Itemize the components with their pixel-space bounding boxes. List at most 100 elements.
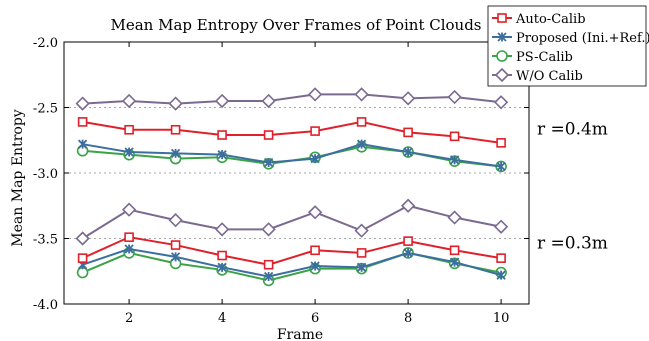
data-point <box>403 236 413 246</box>
series-w-o-calib-r04 <box>75 87 509 111</box>
legend-item-ps-calib: PS-Calib <box>492 50 573 65</box>
data-point <box>214 93 230 109</box>
x-tick-label: 4 <box>218 311 226 326</box>
y-tick-label: -4.0 <box>33 298 58 313</box>
series-line <box>82 247 502 278</box>
y-tick-label: -3.5 <box>33 233 58 248</box>
data-point <box>310 245 320 256</box>
data-point <box>121 93 137 109</box>
data-point <box>307 205 323 220</box>
data-point <box>496 253 506 263</box>
data-point <box>217 250 227 261</box>
series-line <box>82 143 502 168</box>
data-point <box>447 89 462 105</box>
data-point <box>217 150 227 160</box>
legend-item-w-o-calib: W/O Calib <box>492 67 583 84</box>
chart-title: Mean Map Entropy Over Frames of Point Cl… <box>110 16 481 34</box>
data-point <box>217 262 227 272</box>
data-point <box>214 222 230 237</box>
data-point <box>75 231 90 246</box>
legend-label: Proposed (Ini.+Ref.) <box>516 31 649 46</box>
data-point <box>77 117 88 127</box>
data-point <box>354 87 369 102</box>
data-point <box>77 139 88 149</box>
data-point <box>400 91 416 106</box>
series-auto-calib-r03 <box>77 232 506 270</box>
data-point <box>447 210 462 225</box>
data-point <box>310 261 320 271</box>
series-line <box>82 204 502 240</box>
data-point <box>449 155 460 165</box>
data-point <box>217 130 227 140</box>
data-point <box>124 124 134 135</box>
data-point <box>400 198 416 213</box>
data-point <box>77 253 88 263</box>
x-tick-label: 10 <box>493 311 510 326</box>
y-axis-label: Mean Map Entropy <box>10 109 26 246</box>
x-tick-label: 2 <box>125 311 133 326</box>
series-ps-calib-r03 <box>76 247 507 287</box>
data-point <box>493 95 509 110</box>
data-point <box>354 223 369 238</box>
y-tick-label: -3.0 <box>33 167 58 182</box>
y-tick-label: -2.0 <box>33 36 58 51</box>
data-point <box>170 148 181 158</box>
series-proposed-ini-ref-r04 <box>77 139 506 172</box>
data-point <box>168 213 183 228</box>
data-point <box>261 222 276 237</box>
data-point <box>263 271 274 282</box>
annotation-r03: r =0.3m <box>537 233 608 253</box>
legend-label: Auto-Calib <box>515 12 586 27</box>
data-point <box>124 147 134 157</box>
data-point <box>121 202 137 217</box>
y-axis: -4.0 -3.5 -3.0 -2.5 -2.0 <box>33 36 529 313</box>
x-axis: 2 4 6 8 10 <box>125 42 509 326</box>
series-auto-calib-r04 <box>77 117 506 148</box>
data-point <box>356 262 367 272</box>
x-axis-label: Frame <box>277 327 323 341</box>
data-point <box>307 87 323 102</box>
legend-marker <box>494 67 510 83</box>
data-point <box>263 259 274 270</box>
legend: Auto-Calib Proposed (Ini.+Ref.) PS-Calib W/… <box>487 5 649 87</box>
series-layer <box>75 87 509 287</box>
data-point <box>75 96 90 111</box>
series-line <box>82 93 502 105</box>
legend-item-proposed-ini-ref: Proposed (Ini.+Ref.) <box>492 31 649 46</box>
data-point <box>170 252 181 262</box>
annotation-r04: r =0.4m <box>537 119 608 139</box>
data-point <box>356 117 367 127</box>
legend-marker <box>497 13 507 23</box>
data-point <box>496 138 506 148</box>
data-point <box>124 244 134 254</box>
y-tick-label: -2.5 <box>33 102 58 117</box>
data-point <box>168 96 183 111</box>
data-point <box>449 131 460 142</box>
data-point <box>170 124 181 135</box>
x-tick-label: 8 <box>404 311 412 326</box>
data-point <box>449 245 460 256</box>
series-w-o-calib-r03 <box>75 198 509 246</box>
series-proposed-ini-ref-r03 <box>77 244 506 282</box>
data-point <box>310 126 320 136</box>
data-point <box>403 147 413 157</box>
data-point <box>263 157 274 168</box>
data-point <box>496 270 506 280</box>
legend-item-auto-calib: Auto-Calib <box>492 12 586 27</box>
data-point <box>496 161 506 172</box>
legend-label: PS-Calib <box>516 50 573 65</box>
legend-marker <box>497 32 507 42</box>
data-point <box>449 257 460 267</box>
data-point <box>124 232 134 242</box>
data-point <box>170 240 181 250</box>
series-ps-calib-r04 <box>76 141 507 173</box>
data-point <box>310 153 320 164</box>
data-point <box>403 127 413 138</box>
legend-box <box>487 5 647 87</box>
series-line <box>82 120 502 144</box>
x-tick-label: 6 <box>311 311 319 326</box>
data-point <box>493 219 509 234</box>
data-point <box>263 130 274 140</box>
data-point <box>403 248 413 258</box>
